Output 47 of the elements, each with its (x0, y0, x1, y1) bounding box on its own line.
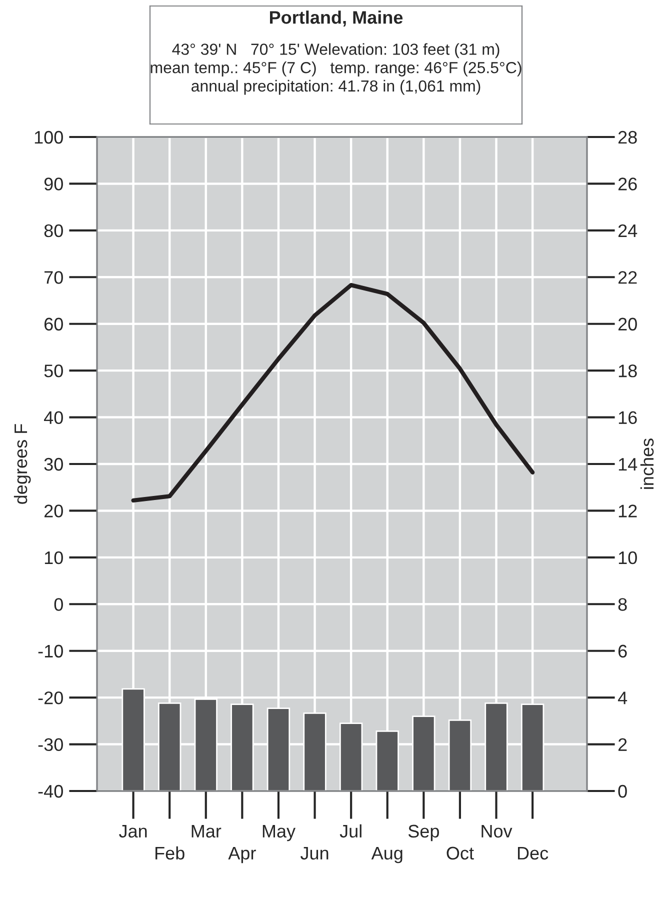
x-tick-label: Nov (482, 824, 512, 838)
y-tick-label: 20 (44, 504, 63, 518)
x-tick-label: Jul (340, 824, 362, 838)
y-tick-label: 80 (44, 224, 63, 238)
y2-tick-label: 24 (618, 224, 638, 237)
x-tick-label: Dec (518, 846, 548, 860)
y2-tick-label: 18 (618, 364, 637, 378)
y-tick-label: -20 (38, 692, 63, 704)
y-tick-label: 10 (44, 551, 63, 564)
line-series (131, 283, 535, 503)
x-tick-label: May (262, 824, 296, 842)
y-axis-title: degrees F (14, 424, 31, 504)
y2-tick-label: 28 (618, 130, 637, 144)
y2-tick-label: 10 (618, 551, 637, 564)
y2-tick-label: 26 (618, 178, 637, 190)
y-tick-label: -30 (38, 738, 63, 752)
y-tick-label: -10 (38, 644, 63, 658)
y-tick-label: 50 (44, 364, 63, 378)
x-tick-label: Mar (192, 824, 222, 838)
y2-tick-label: 22 (618, 271, 637, 284)
y2-tick-label: 16 (618, 411, 637, 424)
y-tick-label: 40 (44, 411, 63, 424)
y2-tick-label: 20 (618, 318, 637, 331)
y-tick-label: -40 (38, 784, 63, 798)
y-tick-label: 30 (44, 458, 63, 471)
y2-tick-label: 0 (618, 784, 627, 798)
chart-title: Portland, Maine (270, 10, 403, 26)
x-tick-label: Apr (228, 846, 256, 864)
x-tick-label: Oct (446, 846, 474, 860)
y-tick-label: 90 (44, 178, 63, 190)
y2-tick-label: 12 (618, 504, 637, 518)
y2-tick-label: 6 (618, 644, 627, 658)
x-tick-label: Sep (408, 824, 439, 842)
y2-tick-label: 4 (618, 692, 628, 704)
y2-tick-label: 2 (618, 738, 627, 751)
y-tick-label: 70 (44, 271, 63, 284)
y-tick-label: 100 (34, 130, 63, 144)
x-tick-label: Jan (119, 824, 147, 838)
y2-axis-title: inches (640, 438, 654, 489)
chart-subtitle: 43° 39' N 70° 15' Welevation: 103 feet (31 m) mean temp.: 45°F (7 C) temp. range: 46°F (25.5°C) annual precipitation: 41.78 in (1,061 mm) (150, 43, 522, 95)
y2-tick-label: 8 (618, 598, 627, 611)
x-tick-label: Feb (156, 846, 184, 860)
y-tick-label: 0 (54, 598, 63, 611)
x-tick-label: Aug (371, 846, 402, 864)
y2-tick-label: 14 (618, 458, 638, 471)
y-tick-label: 60 (44, 318, 63, 331)
x-tick-label: Jun (300, 846, 328, 860)
